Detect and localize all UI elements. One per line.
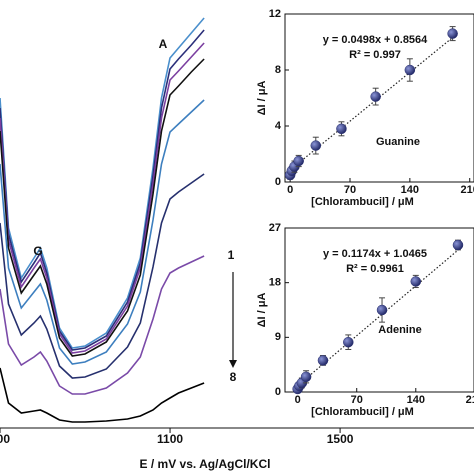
point: [370, 91, 381, 102]
y-tick-label: 18: [269, 277, 281, 289]
point: [410, 276, 422, 287]
y-tick-label: 8: [275, 64, 281, 76]
y-tick-label: 9: [275, 331, 281, 343]
y-axis-label: ΔI / μA: [256, 293, 268, 328]
point: [293, 155, 304, 167]
curve: [0, 58, 205, 357]
y-tick-label: 12: [269, 8, 281, 20]
x-tick-label: 0: [295, 394, 301, 406]
inset: 0 9 18 27 0 70 140 210 [Chlorambucil] / μM ΔI / μ…: [256, 222, 474, 418]
inset: 0 4 8 12 0 70 140 210 [Chlorambucil] / μM ΔI / μA…: [256, 8, 474, 208]
x-axis-label: [Chlorambucil] / μM: [311, 196, 414, 208]
point: [343, 336, 354, 348]
x-axis-label: E / mV vs. Ag/AgCl/KCl: [140, 457, 271, 471]
point: [300, 371, 312, 383]
x-tick-label: 210: [461, 184, 474, 196]
annotation: A: [159, 37, 168, 51]
arrow-head: [229, 360, 237, 368]
point: [447, 28, 458, 39]
annotation: 1: [228, 248, 235, 262]
r-squared: R² = 0.997: [349, 49, 401, 61]
point: [310, 140, 322, 151]
analyte-label: Guanine: [376, 136, 420, 148]
curve: [0, 42, 205, 354]
curve: [0, 173, 205, 379]
curve: [0, 367, 205, 423]
x-tick-label: 70: [351, 394, 363, 406]
y-tick-label: 27: [269, 222, 281, 234]
x-tick-label: 700: [0, 432, 10, 446]
annotation: G: [33, 244, 42, 258]
point: [376, 304, 388, 316]
y-tick-label: 0: [275, 176, 281, 188]
equation: y = 0.0498x + 0.8564: [323, 34, 428, 46]
annotation: 8: [230, 370, 237, 384]
equation: y = 0.1174x + 1.0465: [323, 248, 427, 260]
analyte-label: Adenine: [378, 324, 421, 336]
x-tick-label: 1100: [157, 432, 183, 446]
x-tick-label: 210: [466, 394, 474, 406]
y-tick-label: 4: [275, 120, 282, 132]
point: [452, 239, 464, 251]
point: [317, 355, 329, 366]
point: [336, 123, 347, 135]
x-tick-label: 140: [407, 394, 425, 406]
y-tick-label: 0: [275, 386, 281, 398]
curve: [0, 255, 205, 395]
x-tick-label: 70: [344, 184, 356, 196]
curve: [0, 99, 205, 365]
x-axis-label: [Chlorambucil] / μM: [311, 406, 414, 418]
curve: [0, 29, 205, 351]
point: [404, 64, 416, 76]
x-tick-label: 1500: [327, 432, 354, 446]
curve: [0, 17, 205, 349]
x-tick-label: 0: [287, 184, 293, 196]
x-tick-label: 140: [401, 184, 419, 196]
y-axis-label: ΔI / μA: [256, 81, 268, 116]
r-squared: R² = 0.9961: [346, 263, 404, 275]
